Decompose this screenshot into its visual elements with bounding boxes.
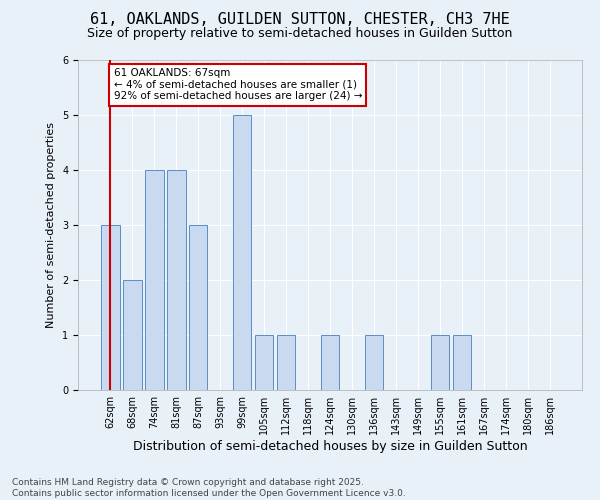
Bar — [452, 335, 471, 390]
Bar — [101, 225, 119, 390]
Bar — [189, 225, 208, 390]
Bar — [365, 335, 383, 390]
Bar — [233, 115, 251, 390]
Text: Size of property relative to semi-detached houses in Guilden Sutton: Size of property relative to semi-detach… — [88, 28, 512, 40]
X-axis label: Distribution of semi-detached houses by size in Guilden Sutton: Distribution of semi-detached houses by … — [133, 440, 527, 453]
Y-axis label: Number of semi-detached properties: Number of semi-detached properties — [46, 122, 56, 328]
Bar — [167, 170, 185, 390]
Text: 61 OAKLANDS: 67sqm
← 4% of semi-detached houses are smaller (1)
92% of semi-deta: 61 OAKLANDS: 67sqm ← 4% of semi-detached… — [113, 68, 362, 102]
Bar — [320, 335, 340, 390]
Bar — [431, 335, 449, 390]
Bar — [277, 335, 295, 390]
Text: 61, OAKLANDS, GUILDEN SUTTON, CHESTER, CH3 7HE: 61, OAKLANDS, GUILDEN SUTTON, CHESTER, C… — [90, 12, 510, 28]
Bar — [145, 170, 164, 390]
Bar — [255, 335, 274, 390]
Bar — [123, 280, 142, 390]
Text: Contains HM Land Registry data © Crown copyright and database right 2025.
Contai: Contains HM Land Registry data © Crown c… — [12, 478, 406, 498]
